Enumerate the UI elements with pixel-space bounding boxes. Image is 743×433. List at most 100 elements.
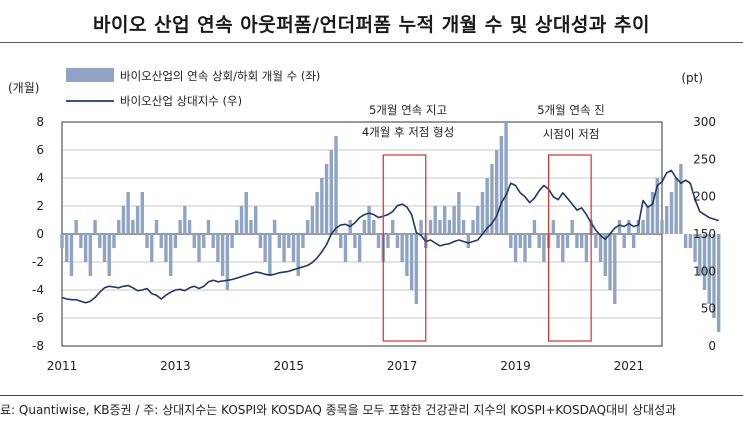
bar (665, 206, 669, 234)
bar (542, 234, 546, 262)
annotation-text: 4개월 후 저점 형성 (362, 125, 454, 139)
left-tick-label: 8 (36, 115, 44, 129)
bar (457, 192, 461, 234)
bar (480, 192, 485, 234)
bar (88, 234, 93, 276)
bar (584, 234, 589, 262)
bar (93, 220, 97, 234)
bar (239, 206, 244, 234)
left-tick-label: -6 (32, 311, 44, 325)
bar (414, 234, 419, 304)
bar (466, 234, 470, 248)
x-tick-label: 2013 (160, 359, 191, 373)
bar (698, 234, 702, 276)
bar (442, 206, 447, 234)
bar (343, 234, 348, 262)
bar (532, 220, 537, 234)
x-tick-label: 2019 (500, 359, 531, 373)
bar (518, 234, 522, 248)
bar (258, 234, 263, 248)
bar (367, 206, 371, 234)
right-axis-unit: (pt) (681, 71, 703, 85)
legend: 바이오산업의 연속 상회/하회 개월 수 (좌) 바이오산업 상대지수 (우) (66, 68, 320, 108)
bar (183, 206, 187, 234)
left-tick-label: -2 (32, 255, 44, 269)
bar (244, 192, 248, 234)
left-tick-label: 2 (36, 199, 44, 213)
bar (617, 220, 622, 234)
right-tick-label: 100 (693, 264, 716, 278)
bar (509, 234, 513, 248)
bar (490, 164, 494, 234)
x-tick-label: 2011 (47, 359, 78, 373)
bar (220, 234, 225, 276)
bar (386, 234, 390, 248)
bar (60, 234, 64, 248)
bar (636, 220, 641, 234)
bar (339, 234, 343, 248)
bar (669, 192, 674, 234)
bar (83, 234, 88, 262)
bar (712, 234, 716, 318)
bar (419, 220, 423, 234)
bar (461, 220, 466, 234)
bar (254, 206, 258, 234)
bar (646, 206, 650, 234)
bar (154, 220, 159, 234)
bar (131, 220, 135, 234)
bar (249, 220, 253, 234)
bar (660, 220, 664, 234)
bar (69, 234, 74, 276)
x-tick-label: 2021 (614, 359, 645, 373)
source-note: 료: Quantiwise, KB증권 / 주: 상대지수는 KOSPI와 KO… (0, 403, 677, 417)
left-tick-label: 0 (36, 227, 44, 241)
bar (376, 234, 381, 248)
left-tick-label: 6 (36, 143, 44, 157)
bar (216, 234, 220, 262)
bar (476, 206, 480, 234)
bar (178, 220, 182, 234)
bar (211, 234, 215, 248)
bar (702, 234, 707, 290)
bar (263, 234, 267, 262)
line-series (61, 169, 719, 304)
bar (173, 234, 178, 248)
bar (168, 234, 173, 276)
bar (391, 220, 395, 234)
bar (353, 234, 357, 248)
legend-bar-label: 바이오산업의 연속 상회/하회 개월 수 (좌) (120, 69, 320, 83)
highlight-box-1 (382, 154, 427, 342)
bar (523, 234, 527, 262)
bar (164, 234, 168, 262)
bar (357, 234, 362, 262)
highlight-box-2 (548, 154, 592, 342)
bar (433, 206, 437, 234)
bar (627, 220, 631, 234)
x-tick-label: 2015 (273, 359, 304, 373)
right-tick-label: 150 (693, 227, 716, 241)
bar (112, 234, 116, 248)
bar (334, 136, 338, 234)
bar (452, 206, 456, 234)
highlight-boxes (382, 154, 592, 342)
bar (296, 234, 300, 276)
bar (320, 178, 324, 234)
bar (272, 220, 277, 234)
bar (225, 234, 230, 290)
bar (608, 234, 612, 290)
bar (305, 220, 310, 234)
right-tick-label: 0 (708, 339, 716, 353)
annotation-text: 5개월 연속 지고 (369, 103, 447, 117)
bar (126, 192, 130, 234)
bar (150, 234, 154, 262)
bar (679, 164, 683, 234)
bar (301, 234, 305, 248)
bar (561, 234, 565, 262)
bar (192, 234, 196, 248)
bar (395, 234, 400, 248)
bar (79, 234, 83, 248)
bar-series (60, 122, 721, 332)
left-tick-label: -8 (32, 339, 44, 353)
bar (513, 234, 518, 262)
